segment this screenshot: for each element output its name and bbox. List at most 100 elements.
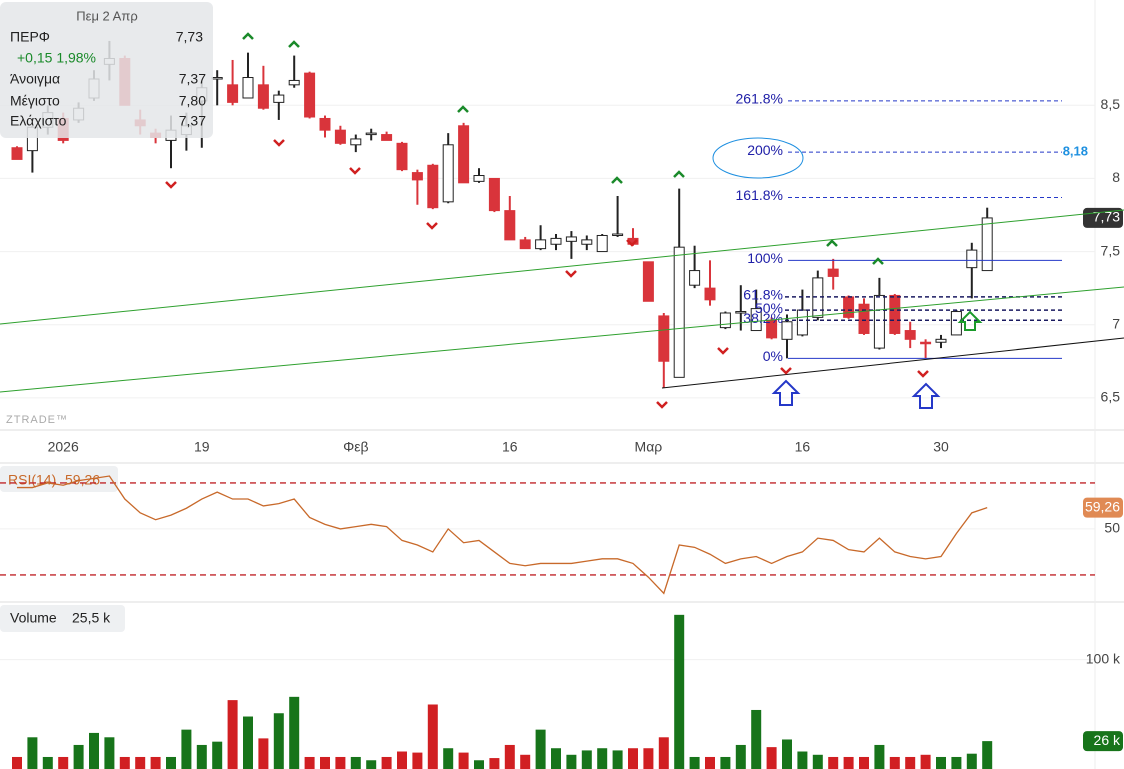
y-tick-label: 100 k	[1086, 650, 1121, 666]
volume-bar	[812, 754, 823, 769]
fib-label: 261.8%	[736, 91, 783, 107]
candle-body	[889, 294, 901, 334]
volume-bar	[412, 752, 423, 769]
volume-bar	[751, 709, 762, 769]
volume-bar	[705, 756, 715, 769]
fib-label: 161.8%	[736, 187, 783, 203]
candle-body	[365, 132, 377, 136]
volume-bar	[196, 744, 207, 769]
fib-label: 200%	[747, 142, 783, 158]
candle-body	[319, 117, 331, 131]
value-badge	[1083, 731, 1123, 752]
volume-bar	[243, 716, 253, 769]
candle-body	[827, 268, 839, 277]
candle-body	[796, 309, 808, 336]
drawings	[0, 32, 1124, 409]
candle-body	[442, 144, 454, 203]
candle-body	[350, 138, 362, 146]
candle-body	[673, 246, 685, 378]
candle-body	[535, 239, 547, 250]
candle-body	[843, 296, 855, 318]
value-badge	[1083, 497, 1123, 518]
volume-bar	[58, 756, 69, 769]
volume-title-box	[0, 605, 125, 632]
volume-bar	[304, 756, 315, 769]
info-row-name: Άνοιγμα	[10, 71, 60, 87]
volume-bar	[674, 614, 685, 769]
volume-bar	[397, 751, 407, 769]
candle-body	[873, 294, 885, 349]
volume-bar	[581, 750, 592, 769]
volume-bar	[828, 756, 839, 769]
volume-bar	[889, 756, 900, 769]
x-tick-label: Φεβ	[343, 439, 368, 455]
volume-bar	[42, 756, 53, 769]
up-markers	[242, 32, 884, 265]
candle-body	[981, 217, 993, 272]
candle-body	[273, 94, 285, 103]
candle-body	[642, 261, 654, 302]
volume-bar	[443, 748, 454, 769]
volume-bar	[859, 756, 869, 769]
watermark: ZTRADE™	[6, 414, 68, 426]
volume-bar	[782, 739, 792, 769]
y-tick-label: 7,5	[1101, 242, 1121, 258]
volume-bar	[982, 741, 993, 769]
volume-bar	[797, 751, 808, 769]
trend-line	[0, 286, 1124, 393]
candle-body	[227, 84, 239, 103]
highlight-ellipse	[712, 137, 804, 179]
volume-bar	[381, 756, 392, 769]
info-row-value: 7,37	[179, 71, 206, 87]
info-row-name: Ελάχιστο	[10, 113, 67, 129]
rsi-title: RSI(14)	[8, 472, 56, 488]
fib-label: 0%	[763, 348, 783, 364]
volume-bar	[427, 704, 438, 769]
volume-bar	[150, 756, 161, 769]
volume-bar	[135, 756, 146, 769]
volume-bar	[951, 756, 962, 769]
volume-bar	[643, 748, 654, 769]
candle-body	[596, 234, 608, 253]
info-box	[0, 2, 213, 138]
y-tick-label: 6,5	[1101, 389, 1121, 405]
fib-label: 50%	[755, 300, 783, 316]
volume-bar	[689, 756, 700, 769]
candle-body	[950, 311, 962, 336]
candle-body	[920, 341, 932, 345]
volume-bar	[119, 756, 130, 769]
volume-bar	[366, 760, 377, 769]
fib-price-label: 8,18	[1063, 144, 1088, 159]
y-tick-label: 7	[1112, 315, 1120, 331]
volume-bar	[27, 737, 38, 769]
candle-body	[304, 72, 316, 118]
candle-body	[966, 249, 978, 269]
rsi-line	[17, 475, 988, 595]
volume-bar	[166, 756, 176, 769]
y-tick-label: 8,5	[1101, 96, 1121, 112]
volume-title: Volume	[10, 610, 57, 626]
candle-body	[719, 312, 731, 329]
candle-body	[242, 77, 254, 99]
candle-body	[519, 239, 531, 250]
trend-line	[0, 209, 1124, 325]
info-symbol: ΠΕΡΦ	[10, 29, 50, 45]
volume-bar	[489, 758, 500, 769]
candle-body	[504, 210, 516, 241]
volume-bar	[458, 752, 469, 769]
info-row-name: Μέγιστο	[10, 93, 60, 109]
volume-bar	[551, 748, 561, 769]
info-row-value: 7,80	[179, 93, 206, 109]
volume-bar	[658, 737, 669, 769]
candle-body	[658, 315, 670, 362]
candle-body	[11, 147, 23, 160]
candle-body	[396, 142, 408, 171]
volume-bar	[597, 748, 608, 769]
candle-body	[411, 172, 423, 181]
volume-bar	[474, 760, 484, 769]
info-row-value: 7,37	[179, 113, 206, 129]
candle-body	[334, 129, 346, 144]
volume-bar	[612, 750, 623, 769]
x-tick-label: 30	[933, 439, 949, 455]
